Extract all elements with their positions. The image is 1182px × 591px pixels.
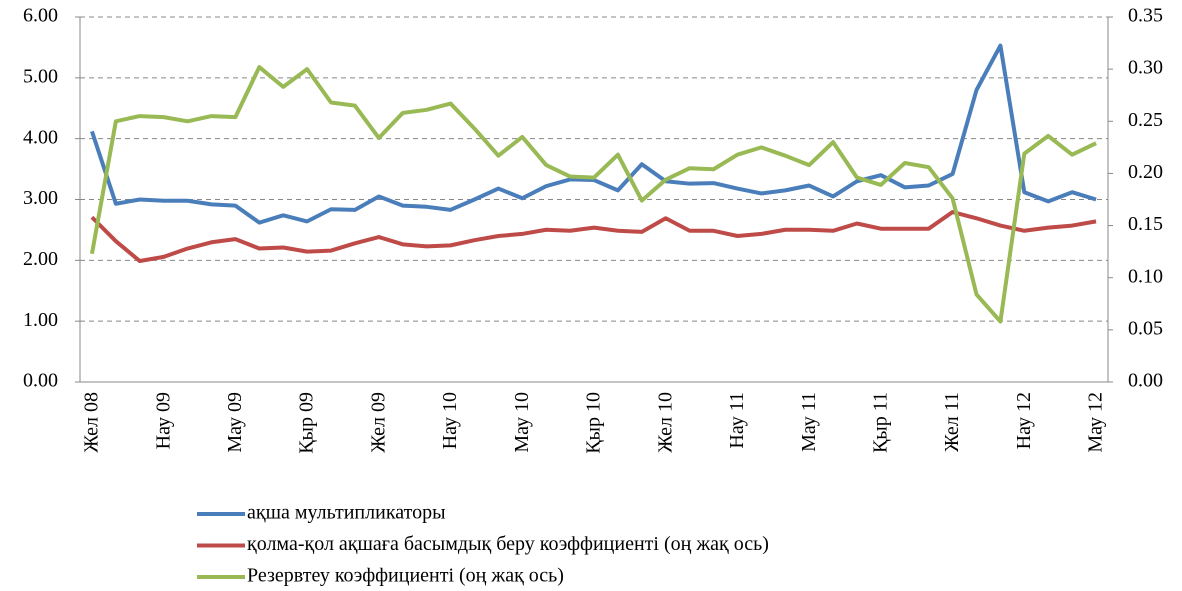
x-tick-label: Мау 09 [224,392,246,453]
y2-tick-label: 0.15 [1128,213,1163,235]
x-tick-label: Қыр 11 [869,392,891,453]
x-tick-label: Мау 11 [798,392,820,452]
y-tick-label: 2.00 [23,248,58,270]
x-tick-label: Қыр 09 [296,392,318,454]
series-line [89,65,1097,324]
x-tick-label: Жел 10 [654,392,676,453]
y2-tick-label: 0.20 [1128,161,1163,183]
y2-tick-label: 0.35 [1128,5,1163,27]
y-tick-label: 3.00 [23,187,58,209]
y2-tick-label: 0.10 [1128,265,1163,287]
x-tick-label: Нау 09 [152,392,174,449]
y2-tick-label: 0.00 [1128,370,1163,392]
x-tick-label: Жел 08 [81,392,103,453]
x-tick-label: Нау 12 [1013,392,1035,449]
x-tick-label: Нау 11 [726,392,748,449]
y2-tick-label: 0.05 [1128,317,1163,339]
y-tick-label: 1.00 [23,309,58,331]
y-tick-label: 0.00 [23,370,58,392]
y2-tick-label: 0.25 [1128,109,1163,131]
x-tick-label: Нау 10 [439,392,461,449]
legend-label: ақша мультипликаторы [247,502,446,524]
x-tick-label: Жел 09 [367,392,389,453]
series-line [90,43,1097,225]
x-tick-label: Қыр 10 [583,392,605,454]
legend-label: Резервтеу коэффициенті (оң жақ ось) [247,565,564,587]
y-tick-label: 5.00 [23,65,58,87]
legend-label: қолма-қол ақшаға басымдық беру коэффицие… [247,533,769,555]
series-line [90,210,1097,264]
x-tick-label: Мау 10 [511,392,533,453]
x-tick-label: Мау 12 [1085,392,1107,453]
y-tick-label: 4.00 [23,126,58,148]
y2-tick-label: 0.30 [1128,57,1163,79]
y-tick-label: 6.00 [23,5,58,27]
x-tick-label: Жел 11 [941,392,963,452]
